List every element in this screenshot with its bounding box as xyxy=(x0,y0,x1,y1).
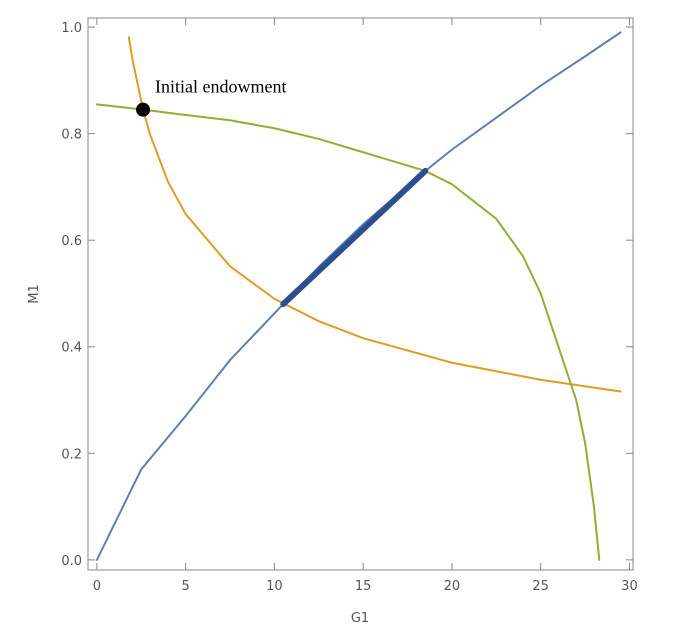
y-tick-label: 0.6 xyxy=(61,234,82,249)
plot-frame xyxy=(87,17,634,571)
x-tick-label: 0 xyxy=(93,579,101,594)
x-axis-label: G1 xyxy=(351,611,369,626)
x-tick-label: 10 xyxy=(266,579,283,594)
annotation: Initial endowment xyxy=(155,77,286,97)
x-tick-label: 15 xyxy=(355,579,372,594)
y-tick-label: 0.8 xyxy=(61,128,82,143)
y-axis-label: M1 xyxy=(27,284,42,304)
series-line xyxy=(95,31,622,561)
y-tick-label: 0.4 xyxy=(61,341,82,356)
series-line xyxy=(280,167,429,308)
x-tick-label: 5 xyxy=(181,579,189,594)
x-tick-label: 25 xyxy=(532,579,549,594)
y-tick-label: 0.0 xyxy=(61,554,82,569)
x-tick-label: 20 xyxy=(444,579,461,594)
endowment-point xyxy=(136,102,151,117)
y-tick-label: 1.0 xyxy=(61,21,82,36)
series-line xyxy=(95,103,601,561)
y-tick-label: 0.2 xyxy=(61,447,82,462)
x-tick-label: 30 xyxy=(621,579,638,594)
